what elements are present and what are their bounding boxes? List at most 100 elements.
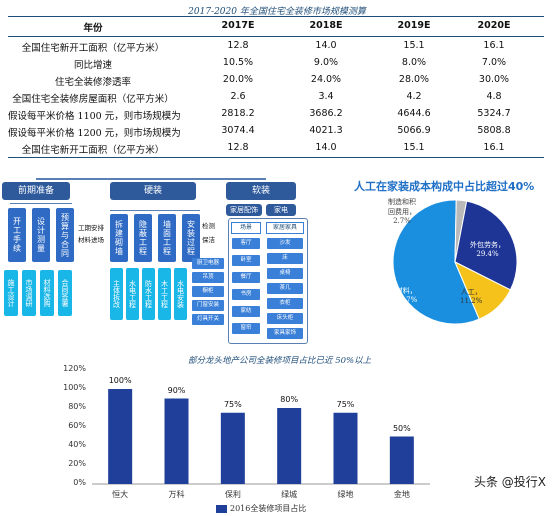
table-cell: 3.4 bbox=[318, 91, 334, 102]
x-tick-label: 绿城 bbox=[281, 490, 298, 499]
y-tick-label: 100% bbox=[63, 383, 86, 392]
bar-title: 部分龙头地产公司全装修项目占比已近 50%以上 bbox=[188, 356, 372, 366]
bar-value-label: 90% bbox=[167, 385, 186, 395]
soft-scene-item: 餐厅 bbox=[232, 272, 260, 283]
year-header: 2018E bbox=[309, 20, 343, 31]
y-tick-label: 80% bbox=[68, 402, 86, 411]
table-cell: 5324.7 bbox=[477, 108, 511, 119]
install-item: 吊顶 bbox=[192, 272, 224, 283]
y-tick-label: 20% bbox=[68, 459, 86, 468]
table-cell: 2818.2 bbox=[221, 108, 255, 119]
soft-furniture-item: 床 bbox=[267, 253, 303, 264]
table-title: 2017-2020 年全国住宅全装修市场规模测算 bbox=[188, 7, 366, 17]
table-cell: 30.0% bbox=[478, 74, 510, 85]
x-tick-label: 绿地 bbox=[337, 490, 354, 499]
table-cell: 16.1 bbox=[483, 40, 505, 51]
stage-hard: 硬装 bbox=[110, 182, 196, 200]
install-item: 橱柜 bbox=[192, 286, 224, 297]
bar-value-label: 75% bbox=[336, 399, 355, 409]
y-tick-label: 40% bbox=[68, 440, 86, 449]
row-label: 假设每平米价格 1100 元，则市场规模为 bbox=[8, 111, 181, 122]
table-cell: 15.1 bbox=[403, 142, 425, 153]
stage-soft: 软装 bbox=[226, 182, 296, 200]
table-cell: 28.0% bbox=[398, 74, 430, 85]
soft-scene-item: 家纺 bbox=[232, 306, 260, 317]
table-cell: 16.1 bbox=[483, 142, 505, 153]
connector bbox=[110, 210, 200, 211]
table-row: 假设每平米价格 1100 元，则市场规模为 2818.2 3686.2 4644.6 5… bbox=[8, 105, 544, 123]
hard-substep: 防水工程 bbox=[142, 268, 155, 320]
table-cell: 14.0 bbox=[315, 40, 337, 51]
hard-step: 拆建砌墙 bbox=[110, 214, 128, 262]
connector bbox=[36, 178, 266, 180]
table-cell: 10.5% bbox=[222, 57, 254, 68]
install-item: 灯具开关 bbox=[192, 314, 224, 325]
table-row: 全国住宅全装修房屋面积（亿平方米） 2.6 3.4 4.2 4.8 bbox=[8, 88, 544, 106]
row-label: 全国住宅新开工面积（亿平方米） bbox=[21, 145, 165, 156]
hard-step: 隐蔽工程 bbox=[134, 214, 152, 262]
bar bbox=[333, 412, 358, 484]
pie-slice bbox=[454, 260, 512, 320]
table-row: 全国住宅新开工面积（亿平方米） 12.8 14.0 15.1 16.1 bbox=[8, 139, 544, 157]
table-cell: 7.0% bbox=[481, 57, 507, 68]
soft-scene-item: 卧室 bbox=[232, 255, 260, 266]
material-label: 材料进场 bbox=[78, 236, 104, 244]
prep-substep: 材料选购 bbox=[40, 270, 54, 316]
pie-slice bbox=[392, 199, 480, 325]
pie-label-manufacturing: 制造和积 回费用， 2.7% bbox=[388, 198, 416, 225]
table-top-rule bbox=[8, 16, 544, 17]
bar-value-label: 80% bbox=[280, 395, 299, 404]
x-tick-label: 万科 bbox=[168, 490, 185, 499]
bar-chart bbox=[92, 389, 430, 485]
cleaning-label: 保洁 bbox=[202, 236, 215, 244]
x-tick-label: 恒大 bbox=[112, 490, 129, 499]
table-cell: 3074.4 bbox=[221, 125, 255, 136]
table-header-rule bbox=[8, 36, 544, 37]
soft-furniture-item: 茶几 bbox=[267, 283, 303, 294]
hard-substep: 水电安装 bbox=[174, 268, 187, 320]
y-tick-label: 0% bbox=[73, 478, 86, 487]
install-item: 厨卫电器 bbox=[192, 258, 224, 269]
prep-step: 设计测量 bbox=[32, 208, 50, 262]
y-tick-label: 120% bbox=[63, 364, 86, 373]
table-cell: 15.1 bbox=[403, 40, 425, 51]
install-item: 门窗安装 bbox=[192, 300, 224, 311]
renovation-process-diagram: 前期准备 硬装 软装 工期安排 材料进场 检测 保洁 家居配饰 家电 场景 家居… bbox=[0, 170, 340, 350]
table-cell: 5808.8 bbox=[477, 125, 511, 136]
y-tick-label: 60% bbox=[68, 421, 86, 430]
prep-substep: 合同签署 bbox=[58, 270, 72, 316]
legend-label: 2016全装修项目占比 bbox=[230, 504, 307, 513]
row-label: 全国住宅新开工面积（亿平方米） bbox=[21, 43, 165, 54]
table-row: 同比增速 10.5% 9.0% 8.0% 7.0% bbox=[8, 54, 544, 72]
hard-substep: 水电工程 bbox=[126, 268, 139, 320]
soft-furniture-item: 桌椅 bbox=[267, 268, 303, 279]
table-cell: 8.0% bbox=[401, 57, 427, 68]
table-cell: 5066.9 bbox=[397, 125, 431, 136]
pie-label-materials: 材料， 56.7% bbox=[395, 287, 418, 304]
bar-value-label: 75% bbox=[223, 399, 242, 409]
prep-step: 开工手续 bbox=[8, 208, 26, 262]
soft-furniture-item: 沙发 bbox=[267, 238, 303, 249]
row-label: 全国住宅全装修房屋面积（亿平方米） bbox=[12, 94, 174, 105]
table-header-label: 年份 bbox=[83, 23, 103, 34]
x-tick-label: 金地 bbox=[393, 490, 410, 499]
inspection-label: 检测 bbox=[202, 222, 215, 230]
watermark: 头条 @投行X bbox=[473, 475, 546, 489]
hard-substep: 主体拆改 bbox=[110, 268, 123, 320]
row-label: 住宅全装修渗透率 bbox=[54, 77, 131, 88]
bar bbox=[108, 389, 133, 484]
soft-scene-item: 书房 bbox=[232, 289, 260, 300]
pie-slice bbox=[454, 200, 518, 291]
pie-label-outsourcing: 外包劳务， 29.4% bbox=[470, 241, 505, 258]
pie-chart bbox=[392, 199, 518, 325]
prep-substep: 市场调研 bbox=[22, 270, 36, 316]
bar bbox=[389, 436, 414, 484]
table-row: 住宅全装修渗透率 20.0% 24.0% 28.0% 30.0% bbox=[8, 71, 544, 89]
hard-step: 安装过程 bbox=[182, 214, 200, 262]
bar bbox=[164, 398, 189, 484]
soft-furniture-item: 家具家饰 bbox=[267, 328, 303, 339]
pie-label-labor: 人工， 11.2% bbox=[460, 288, 483, 305]
bar-value-label: 50% bbox=[392, 423, 411, 433]
table-cell: 4021.3 bbox=[309, 125, 343, 136]
stage-prep: 前期准备 bbox=[2, 182, 70, 200]
